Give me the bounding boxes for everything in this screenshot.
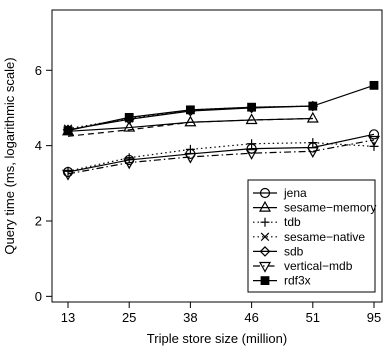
data-point-vertical-mdb (245, 149, 258, 160)
series-markers (61, 80, 381, 181)
extra-series-line (67, 117, 313, 137)
legend-label-tdb: tdb (284, 215, 301, 229)
data-point-vertical-mdb (367, 135, 381, 147)
y-axis: 0 2 4 6 (35, 63, 52, 304)
data-point-tdb (185, 144, 195, 154)
legend-label-sdb: sdb (284, 244, 304, 258)
data-point-rdf3x (186, 105, 195, 115)
data-point-tdb (308, 138, 318, 148)
legend-label-jena: jena (283, 186, 307, 200)
data-point-vertical-mdb (306, 147, 319, 159)
legend: jenasesame−memorytdbsesame−nativesdbvert… (247, 179, 376, 293)
series-line-sesame-memory (67, 117, 313, 132)
data-point-tdb (247, 139, 257, 149)
data-point-rdf3x (308, 101, 318, 111)
x-tick-label: 46 (244, 310, 258, 325)
legend-marker-jena (259, 187, 271, 199)
x-axis: 13 25 38 46 51 95 (61, 302, 381, 325)
series-line-tdb (67, 142, 375, 172)
y-tick-label: 2 (35, 213, 42, 228)
x-axis-label: Triple store size (million) (147, 331, 287, 346)
data-point-sesame-memory (184, 115, 197, 127)
data-point-sesame-memory (306, 111, 319, 123)
data-point-vertical-mdb (184, 152, 197, 164)
data-point-tdb (63, 166, 73, 176)
x-tick-label: 38 (183, 310, 197, 325)
plot-frame (51, 9, 383, 303)
legend-label-rdf3x: rdf3x (284, 274, 311, 288)
data-point-jena (368, 129, 380, 140)
x-tick-label: 51 (306, 310, 320, 325)
y-tick-label: 6 (35, 63, 42, 78)
y-tick-label: 0 (35, 289, 42, 304)
series-lines (67, 84, 375, 175)
y-axis-label: Query time (ms, logarithmic scale) (2, 57, 17, 254)
legend-label-sesame-native: sesame−native (284, 230, 365, 244)
legend-box (247, 179, 376, 293)
x-tick-label: 13 (61, 310, 75, 325)
series-line-vertical-mdb (67, 139, 375, 175)
legend-marker-vertical-mdb (258, 261, 272, 273)
data-point-sesame-memory (123, 120, 136, 132)
legend-marker-sdb (259, 246, 271, 257)
data-point-rdf3x (63, 126, 73, 135)
x-tick-label: 95 (367, 310, 381, 325)
legend-marker-tdb (260, 217, 270, 227)
y-tick-label: 4 (35, 138, 42, 153)
data-point-vertical-mdb (61, 169, 75, 181)
data-point-rdf3x (247, 102, 257, 112)
legend-label-vertical-mdb: vertical−mdb (284, 259, 353, 273)
series-line-rdf3x (67, 84, 375, 132)
data-point-rdf3x (124, 112, 134, 122)
legend-marker-rdf3x (260, 276, 270, 285)
data-point-sesame-memory (245, 113, 258, 125)
x-tick-label: 25 (122, 310, 136, 325)
legend-marker-sesame-memory (258, 200, 272, 212)
series-line-jena (67, 133, 375, 173)
legend-marker-sesame-native (260, 232, 270, 242)
data-point-rdf3x (369, 80, 379, 90)
legend-label-sesame-memory: sesame−memory (284, 201, 376, 215)
data-point-vertical-mdb (123, 158, 136, 170)
data-point-tdb (124, 153, 134, 163)
